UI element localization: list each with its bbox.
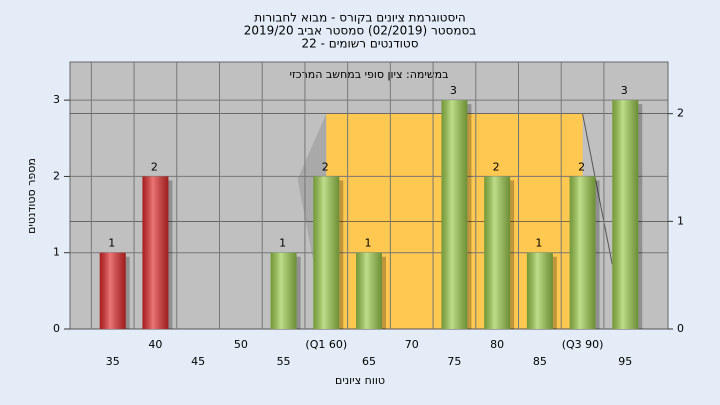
data-label: 2 bbox=[151, 160, 158, 173]
x-tick-label: 35 bbox=[106, 355, 120, 368]
y2-tick-label: 0 bbox=[677, 322, 684, 335]
y-axis-label: מספר סטודנטים bbox=[25, 158, 38, 234]
x-axis-label: טווח ציונים bbox=[335, 374, 385, 387]
data-label: 3 bbox=[450, 84, 457, 97]
x-tick-label: (Q1 60) bbox=[305, 338, 347, 351]
bar-shade bbox=[270, 252, 297, 329]
bar-shade bbox=[142, 176, 169, 329]
x-tick-label: 50 bbox=[234, 338, 248, 351]
bar-shade bbox=[569, 176, 596, 329]
chart-title: בסמסטר (02/2019) סמסטר אביב 2019/20 bbox=[244, 24, 476, 38]
x-tick-label: 65 bbox=[362, 355, 376, 368]
x-tick-label: 45 bbox=[191, 355, 205, 368]
y-tick-label: 3 bbox=[53, 93, 60, 106]
data-label: 3 bbox=[621, 84, 628, 97]
chart-title: היסטוגרמת ציונים בקורס - מבוא לחבורות bbox=[254, 11, 466, 25]
annotation: במשימה: ציון סופי במחשב המרכזי bbox=[289, 68, 448, 81]
y2-tick-label: 2 bbox=[677, 107, 684, 120]
x-tick-label: 95 bbox=[618, 355, 632, 368]
x-tick-label: 55 bbox=[277, 355, 291, 368]
x-tick-label: 80 bbox=[490, 338, 504, 351]
x-tick-label: 85 bbox=[533, 355, 547, 368]
bar-shade bbox=[612, 100, 639, 330]
x-tick-label: 75 bbox=[447, 355, 461, 368]
y2-tick-label: 1 bbox=[677, 214, 684, 227]
chart-title: סטודנטים רשומים - 22 bbox=[301, 37, 418, 51]
bar-shade bbox=[484, 176, 511, 329]
bar-shade bbox=[441, 100, 468, 330]
y-tick-label: 2 bbox=[53, 169, 60, 182]
data-label: 2 bbox=[493, 160, 500, 173]
whisker-high bbox=[582, 113, 613, 265]
data-label: 2 bbox=[322, 160, 329, 173]
y-tick-label: 1 bbox=[53, 246, 60, 259]
data-label: 1 bbox=[108, 237, 115, 250]
bar-shade bbox=[99, 252, 126, 329]
x-tick-label: (Q3 90) bbox=[562, 338, 604, 351]
bar-shade bbox=[313, 176, 340, 329]
data-label: 2 bbox=[578, 160, 585, 173]
bar-shade bbox=[356, 252, 382, 329]
bar-shade bbox=[526, 252, 553, 329]
y-tick-label: 0 bbox=[53, 322, 60, 335]
x-tick-label: 70 bbox=[405, 338, 419, 351]
data-label: 1 bbox=[279, 237, 286, 250]
data-label: 1 bbox=[365, 237, 372, 250]
data-label: 1 bbox=[535, 237, 542, 250]
x-tick-label: 40 bbox=[148, 338, 162, 351]
